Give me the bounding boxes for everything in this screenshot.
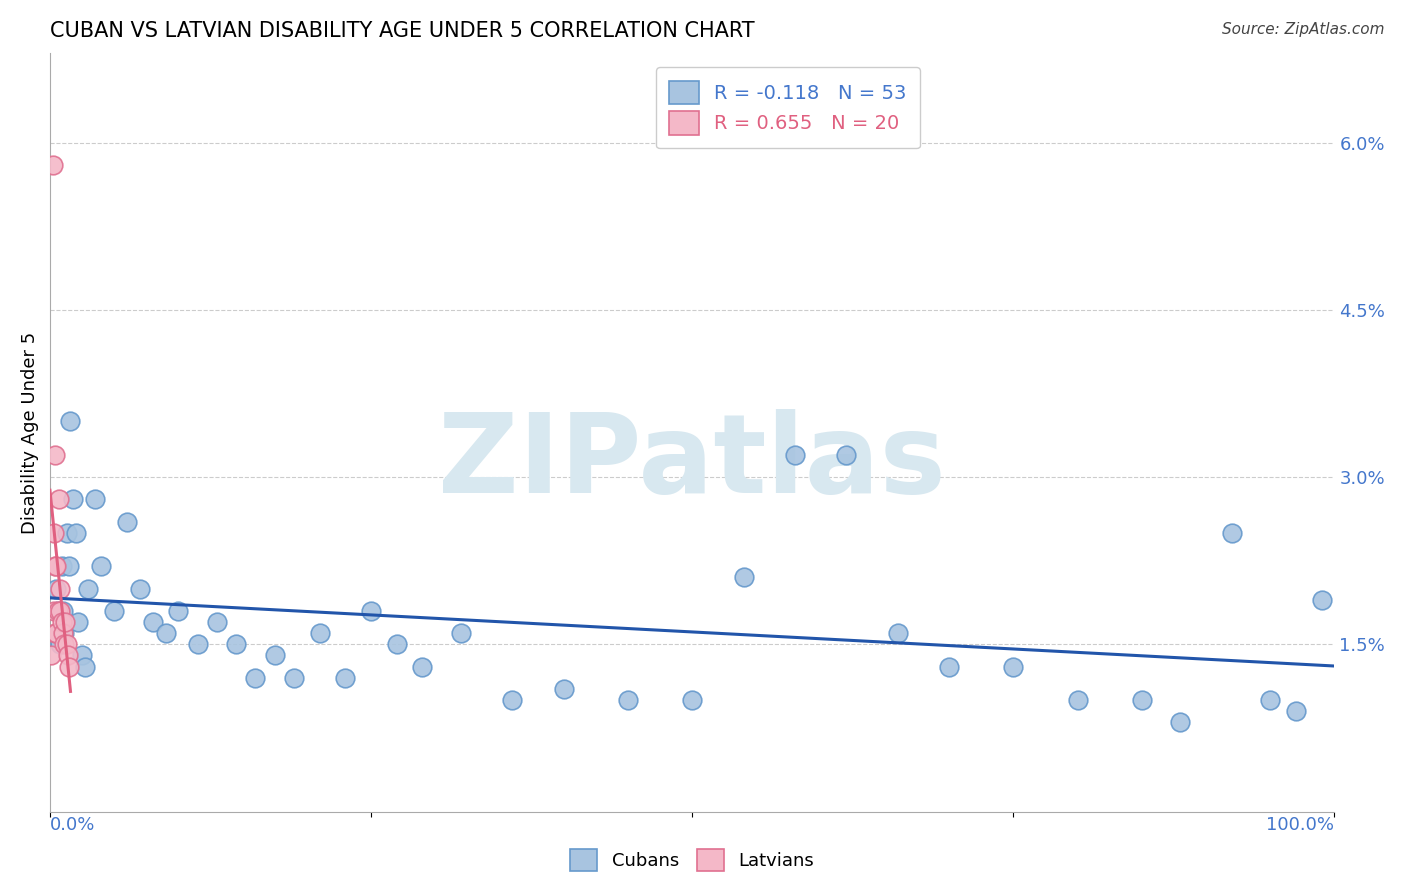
Text: CUBAN VS LATVIAN DISABILITY AGE UNDER 5 CORRELATION CHART: CUBAN VS LATVIAN DISABILITY AGE UNDER 5 … xyxy=(51,21,755,41)
Text: 100.0%: 100.0% xyxy=(1267,816,1334,834)
Point xyxy=(42,525,65,540)
Point xyxy=(48,626,70,640)
Point xyxy=(103,604,125,618)
Point xyxy=(245,671,267,685)
Text: Source: ZipAtlas.com: Source: ZipAtlas.com xyxy=(1222,22,1385,37)
Point xyxy=(155,626,177,640)
Point xyxy=(617,693,640,707)
Point xyxy=(49,582,72,596)
Point xyxy=(263,648,285,663)
Point xyxy=(49,637,72,651)
Point xyxy=(46,604,69,618)
Point xyxy=(51,559,73,574)
Point xyxy=(52,604,75,618)
Point xyxy=(44,448,66,462)
Point xyxy=(45,626,67,640)
Point xyxy=(938,659,960,673)
Point xyxy=(53,637,76,651)
Point xyxy=(283,671,305,685)
Point xyxy=(205,615,228,629)
Point xyxy=(167,604,190,618)
Legend: Cubans, Latvians: Cubans, Latvians xyxy=(562,842,821,879)
Y-axis label: Disability Age Under 5: Disability Age Under 5 xyxy=(21,332,39,533)
Point xyxy=(83,492,105,507)
Point xyxy=(1130,693,1153,707)
Point xyxy=(142,615,165,629)
Point xyxy=(44,559,66,574)
Point xyxy=(681,693,703,707)
Point xyxy=(52,626,75,640)
Point xyxy=(733,570,755,584)
Point xyxy=(53,626,76,640)
Point xyxy=(1002,659,1025,673)
Point xyxy=(187,637,209,651)
Point xyxy=(49,604,72,618)
Point xyxy=(77,582,100,596)
Point xyxy=(128,582,150,596)
Point xyxy=(553,681,575,696)
Point xyxy=(46,604,69,618)
Point xyxy=(1168,715,1191,730)
Point xyxy=(53,615,76,629)
Point xyxy=(44,626,66,640)
Point xyxy=(411,659,433,673)
Point xyxy=(1066,693,1088,707)
Point xyxy=(62,492,84,507)
Point xyxy=(42,604,65,618)
Point xyxy=(450,626,472,640)
Text: ZIPatlas: ZIPatlas xyxy=(439,409,946,516)
Point xyxy=(48,492,70,507)
Point xyxy=(90,559,112,574)
Point xyxy=(39,648,62,663)
Point xyxy=(335,671,357,685)
Point xyxy=(45,582,67,596)
Point xyxy=(55,525,77,540)
Point xyxy=(225,637,247,651)
Point xyxy=(65,525,87,540)
Point xyxy=(58,559,80,574)
Point xyxy=(308,626,330,640)
Point xyxy=(886,626,908,640)
Point xyxy=(115,515,138,529)
Text: 0.0%: 0.0% xyxy=(51,816,96,834)
Point xyxy=(59,414,82,428)
Point xyxy=(1258,693,1281,707)
Point xyxy=(783,448,806,462)
Point xyxy=(58,659,80,673)
Point xyxy=(56,648,79,663)
Point xyxy=(51,615,73,629)
Point xyxy=(67,615,90,629)
Point xyxy=(501,693,523,707)
Point xyxy=(1285,704,1308,718)
Point xyxy=(385,637,408,651)
Point xyxy=(70,648,93,663)
Point xyxy=(55,637,77,651)
Point xyxy=(1310,592,1333,607)
Point xyxy=(835,448,858,462)
Point xyxy=(45,559,67,574)
Point xyxy=(41,158,63,172)
Point xyxy=(73,659,96,673)
Point xyxy=(360,604,382,618)
Point xyxy=(1220,525,1243,540)
